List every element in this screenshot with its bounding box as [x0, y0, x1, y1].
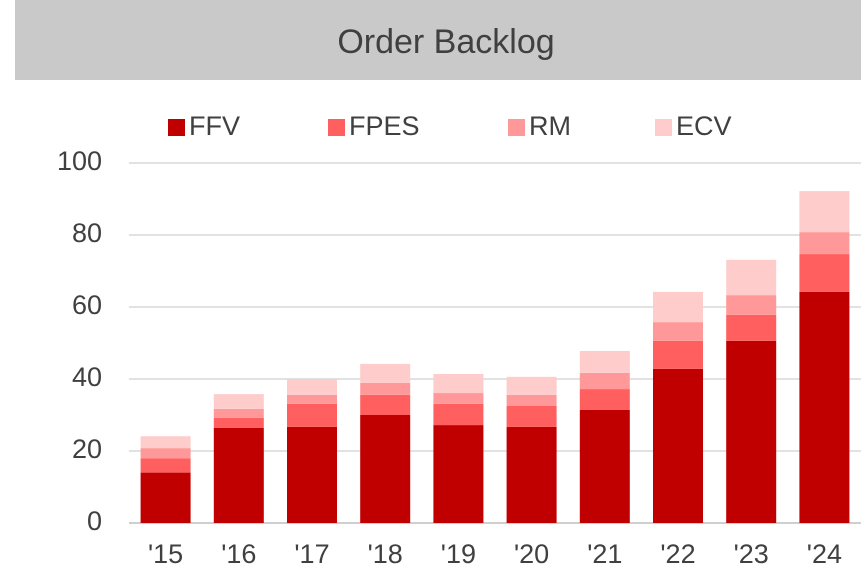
chart-title: Order Backlog	[337, 23, 554, 61]
bar-segment	[726, 314, 777, 341]
bar-segment	[726, 295, 777, 315]
bar-segment	[799, 254, 850, 292]
bar-segment	[579, 409, 630, 523]
bar-segment	[579, 372, 630, 390]
bar-segment	[140, 436, 191, 449]
bar-segment	[287, 403, 337, 427]
bar-segment	[433, 425, 484, 523]
legend-label: FPES	[349, 111, 420, 141]
legend-swatch	[508, 119, 525, 136]
bar-segment	[433, 373, 484, 394]
bar-segment	[360, 394, 411, 415]
bar-segment	[433, 393, 484, 404]
bar-segment	[506, 406, 557, 427]
legend-label: RM	[529, 111, 571, 141]
y-tick-label: 80	[72, 218, 102, 248]
x-tick-label: '17	[294, 539, 329, 569]
title-band	[15, 0, 861, 80]
bar-segment	[799, 191, 850, 233]
bar-segment	[506, 376, 557, 395]
bar-segment	[726, 340, 777, 523]
bar-segment	[653, 368, 703, 523]
bar-segment	[360, 415, 411, 523]
x-tick-label: '21	[587, 539, 622, 569]
bar-segment	[799, 291, 850, 523]
bar-segment	[433, 403, 484, 426]
bar-segment	[140, 472, 191, 523]
y-tick-label: 100	[57, 146, 102, 176]
legend-label: ECV	[676, 111, 732, 141]
bar-segment	[653, 322, 703, 341]
bar-segment	[726, 259, 777, 296]
bar-segment	[287, 426, 337, 523]
legend-swatch	[655, 119, 672, 136]
bar-segment	[287, 379, 337, 395]
bar-segment	[360, 382, 411, 395]
x-tick-label: '16	[221, 539, 256, 569]
x-tick-label: '22	[660, 539, 695, 569]
bar-segment	[213, 394, 264, 409]
x-tick-label: '15	[148, 539, 183, 569]
y-tick-label: 40	[72, 362, 102, 392]
x-tick-label: '20	[514, 539, 549, 569]
y-tick-label: 20	[72, 434, 102, 464]
legend-label: FFV	[189, 111, 240, 141]
bar-segment	[799, 232, 850, 255]
x-tick-label: '18	[368, 539, 403, 569]
bar-segment	[140, 458, 191, 473]
bar-segment	[579, 389, 630, 410]
bar-segment	[506, 394, 557, 406]
bar-segment	[213, 427, 264, 523]
legend-swatch	[168, 119, 185, 136]
bar-segment	[287, 394, 337, 404]
x-tick-label: '23	[734, 539, 769, 569]
y-tick-label: 0	[87, 506, 102, 536]
bar-segment	[653, 291, 703, 323]
y-tick-label: 60	[72, 290, 102, 320]
legend-swatch	[328, 119, 345, 136]
bar-segment	[140, 448, 191, 459]
bar-segment	[506, 426, 557, 523]
bar-segment	[213, 408, 264, 418]
x-tick-label: '19	[441, 539, 476, 569]
bar-segment	[579, 350, 630, 373]
bar-segment	[213, 417, 264, 428]
x-tick-label: '24	[807, 539, 842, 569]
bar-segment	[360, 363, 411, 383]
bar-segment	[653, 340, 703, 369]
